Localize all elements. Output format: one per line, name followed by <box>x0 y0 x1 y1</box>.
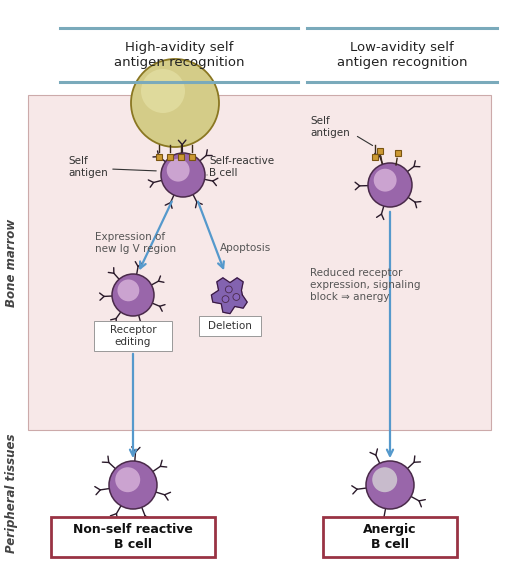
Text: Self
antigen: Self antigen <box>68 156 108 178</box>
Text: Self-reactive
B cell: Self-reactive B cell <box>209 156 274 178</box>
Text: Non-self reactive
B cell: Non-self reactive B cell <box>73 523 193 551</box>
Text: Low-avidity self
antigen recognition: Low-avidity self antigen recognition <box>337 41 467 69</box>
Text: Receptor
editing: Receptor editing <box>110 325 156 347</box>
Bar <box>189 154 195 160</box>
Text: Reduced receptor
expression, signaling
block ⇒ anergy: Reduced receptor expression, signaling b… <box>310 268 420 302</box>
Bar <box>372 154 378 160</box>
Text: Anergic
B cell: Anergic B cell <box>363 523 417 551</box>
Circle shape <box>167 159 189 181</box>
Text: Apoptosis: Apoptosis <box>220 243 271 253</box>
Circle shape <box>141 69 185 113</box>
FancyBboxPatch shape <box>51 517 215 557</box>
Circle shape <box>225 286 232 293</box>
Text: Peripheral tissues: Peripheral tissues <box>6 434 19 553</box>
Circle shape <box>117 280 139 301</box>
FancyBboxPatch shape <box>199 316 261 336</box>
Bar <box>178 154 184 160</box>
Circle shape <box>368 163 412 207</box>
Circle shape <box>233 294 240 301</box>
Circle shape <box>372 467 397 492</box>
Text: Self
antigen: Self antigen <box>310 116 350 138</box>
Circle shape <box>374 169 397 192</box>
Text: Expression of
new Ig V region: Expression of new Ig V region <box>95 232 176 254</box>
Bar <box>395 150 401 156</box>
Bar <box>377 148 383 154</box>
Circle shape <box>161 153 205 197</box>
Bar <box>28 95 491 430</box>
Text: Bone marrow: Bone marrow <box>6 218 19 307</box>
Circle shape <box>115 467 140 492</box>
Polygon shape <box>211 278 247 314</box>
Text: High-avidity self
antigen recognition: High-avidity self antigen recognition <box>114 41 244 69</box>
Circle shape <box>366 461 414 509</box>
Text: Deletion: Deletion <box>208 321 252 331</box>
Bar <box>156 154 162 160</box>
Circle shape <box>222 295 229 303</box>
Circle shape <box>109 461 157 509</box>
Circle shape <box>112 274 154 316</box>
Bar <box>167 154 173 160</box>
Circle shape <box>131 59 219 147</box>
FancyBboxPatch shape <box>323 517 457 557</box>
FancyBboxPatch shape <box>94 321 172 351</box>
